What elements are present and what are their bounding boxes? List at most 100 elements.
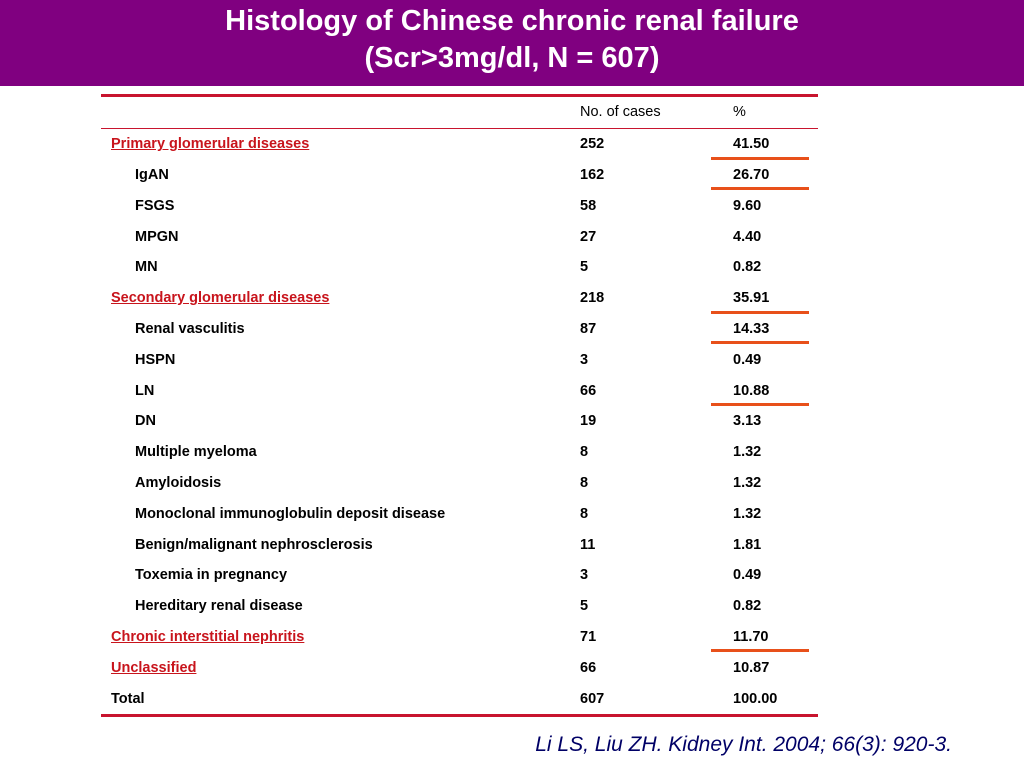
row-percent-cell: 10.88	[711, 375, 818, 406]
citation: Li LS, Liu ZH. Kidney Int. 2004; 66(3): …	[535, 733, 952, 756]
row-label: Renal vasculitis	[135, 320, 245, 337]
row-label: MN	[135, 259, 158, 276]
table-row: IgAN 162 26.70	[101, 160, 818, 191]
row-cases: 218	[580, 290, 605, 307]
row-label: DN	[135, 413, 156, 430]
row-cases: 8	[580, 505, 589, 522]
row-percent: 100.00	[733, 690, 778, 707]
table-row: FSGS 58 9.60	[101, 190, 818, 221]
row-percent-cell: 14.33	[711, 314, 818, 345]
highlight-underline-mark	[711, 310, 809, 314]
title-bar: Histology of Chinese chronic renal failu…	[0, 0, 1024, 86]
table-row: DN 19 3.13	[101, 406, 818, 437]
row-cases: 58	[580, 197, 597, 214]
histology-table: No. of cases % Primary glomerular diseas…	[101, 94, 818, 717]
row-percent-cell: 10.87	[733, 652, 818, 683]
row-label: IgAN	[135, 166, 169, 183]
table-row: Chronic interstitial nephritis 71 11.70	[101, 622, 818, 653]
row-percent-cell: 100.00	[733, 683, 818, 715]
table-row: HSPN 3 0.49	[101, 344, 818, 375]
row-cases: 27	[580, 228, 597, 245]
row-percent: 1.32	[733, 505, 762, 522]
table-body: Primary glomerular diseases 252 41.50 IgAN 1…	[101, 128, 818, 715]
row-label: LN	[135, 382, 155, 399]
highlight-underline-mark	[711, 156, 809, 160]
row-percent-cell: 0.49	[733, 560, 818, 591]
highlight-underline-mark	[711, 402, 809, 406]
table-row: LN 66 10.88	[101, 375, 818, 406]
row-percent: 9.60	[733, 197, 762, 214]
row-cases: 252	[580, 136, 605, 153]
table-row: Unclassified 66 10.87	[101, 652, 818, 683]
row-percent: 3.13	[733, 413, 762, 430]
row-percent: 0.82	[733, 598, 762, 615]
row-label: Primary glomerular diseases	[111, 136, 310, 153]
row-percent: 0.49	[733, 351, 762, 368]
row-cases: 66	[580, 659, 597, 676]
row-label: Multiple myeloma	[135, 444, 257, 461]
row-cases: 3	[580, 567, 589, 584]
highlight-underline-mark	[711, 649, 809, 653]
row-cases: 87	[580, 320, 597, 337]
table-row: Primary glomerular diseases 252 41.50	[101, 128, 818, 160]
row-label: MPGN	[135, 228, 179, 245]
highlight-underline-mark	[711, 341, 809, 345]
row-label: Hereditary renal disease	[135, 598, 303, 615]
row-label: Unclassified	[111, 659, 197, 676]
row-percent-cell: 11.70	[711, 622, 818, 653]
row-cases: 11	[580, 536, 596, 553]
row-percent-cell: 0.82	[733, 591, 818, 622]
row-cases: 8	[580, 444, 589, 461]
row-label: Total	[111, 690, 145, 707]
row-label: FSGS	[135, 197, 175, 214]
header-percent: %	[733, 95, 818, 129]
row-cases: 71	[580, 628, 597, 645]
table-row: Toxemia in pregnancy 3 0.49	[101, 560, 818, 591]
row-percent: 41.50	[733, 136, 770, 153]
row-percent: 14.33	[733, 320, 770, 337]
row-label: Toxemia in pregnancy	[135, 567, 288, 584]
row-label: Chronic interstitial nephritis	[111, 628, 305, 645]
row-percent: 0.49	[733, 567, 762, 584]
row-cases: 8	[580, 474, 589, 491]
row-percent: 10.87	[733, 659, 770, 676]
row-percent: 1.81	[733, 536, 762, 553]
table-header-row: No. of cases %	[101, 95, 818, 129]
row-percent-cell: 1.32	[733, 468, 818, 499]
row-cases: 19	[580, 413, 597, 430]
row-percent-cell: 9.60	[733, 190, 818, 221]
row-percent: 1.32	[733, 474, 762, 491]
row-label: Monoclonal immunoglobulin deposit diseas…	[135, 505, 446, 522]
row-percent-cell: 3.13	[733, 406, 818, 437]
header-cases: No. of cases	[580, 95, 733, 129]
table-row: Monoclonal immunoglobulin deposit diseas…	[101, 498, 818, 529]
row-percent-cell: 26.70	[711, 160, 818, 191]
table-row: Hereditary renal disease 5 0.82	[101, 591, 818, 622]
row-cases: 162	[580, 166, 605, 183]
highlight-underline-mark	[711, 187, 809, 191]
row-percent-cell: 41.50	[711, 128, 818, 160]
row-cases: 3	[580, 351, 589, 368]
row-percent-cell: 0.82	[733, 252, 818, 283]
row-percent: 10.88	[733, 382, 770, 399]
row-cases: 66	[580, 382, 597, 399]
slide-subtitle: (Scr>3mg/dl, N = 607)	[364, 42, 660, 74]
row-label: HSPN	[135, 351, 176, 368]
header-name	[101, 95, 580, 129]
table-row: Multiple myeloma 8 1.32	[101, 437, 818, 468]
table-row: Secondary glomerular diseases 218 35.91	[101, 283, 818, 314]
row-label: Benign/malignant nephrosclerosis	[135, 536, 373, 553]
row-percent: 1.32	[733, 444, 762, 461]
row-percent: 0.82	[733, 259, 762, 276]
row-percent-cell: 0.49	[733, 344, 818, 375]
row-percent-cell: 4.40	[733, 221, 818, 252]
row-percent: 4.40	[733, 228, 762, 245]
table-row: Total 607 100.00	[101, 683, 818, 715]
row-cases: 5	[580, 259, 589, 276]
row-percent: 11.70	[733, 628, 769, 645]
row-label: Secondary glomerular diseases	[111, 290, 330, 307]
row-cases: 607	[580, 690, 605, 707]
table-row: MN 5 0.82	[101, 252, 818, 283]
row-percent-cell: 1.32	[733, 437, 818, 468]
